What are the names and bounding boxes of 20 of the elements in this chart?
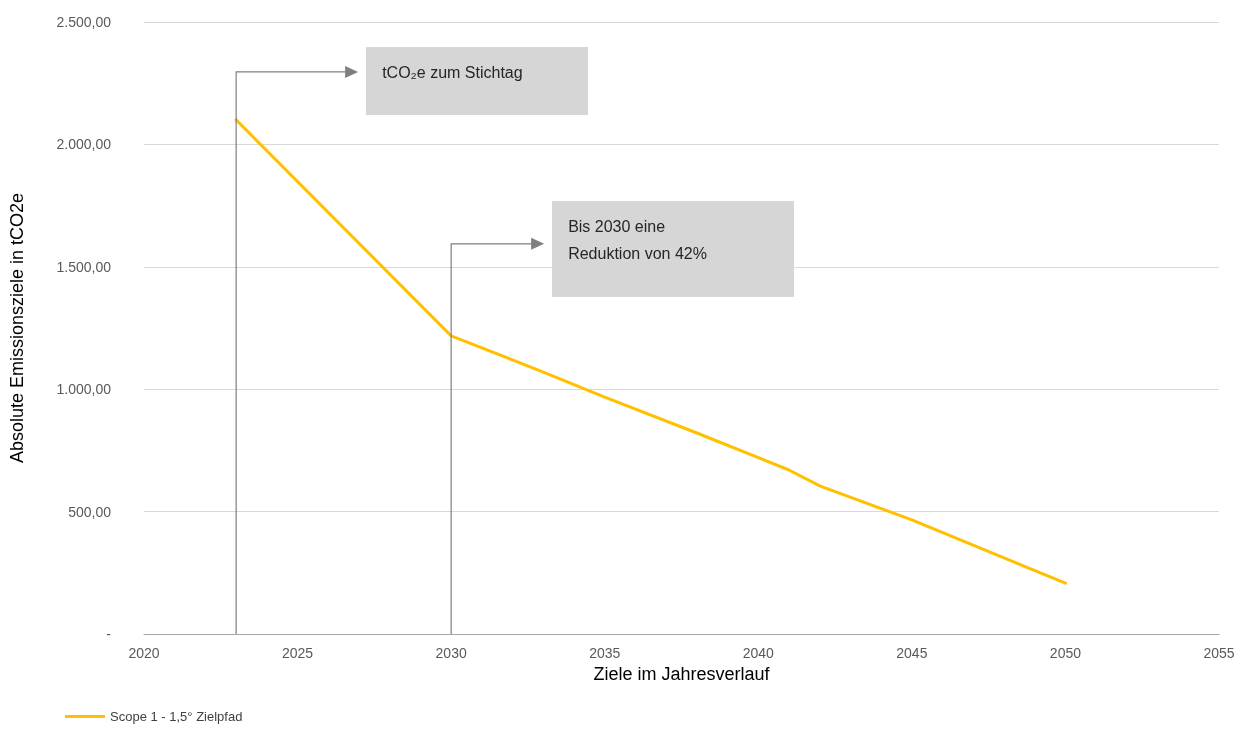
annotation: Bis 2030 eine Reduktion von 42% [568,216,707,264]
x-tick-label: 2045 [896,645,928,661]
line-series [234,118,1067,585]
annotation: tCO₂e zum Stichtag [382,62,523,83]
x-tick-label: 2025 [281,645,314,661]
legend-label: Scope 1 - 1,5° Zielpfad [110,709,243,724]
x-tick-label: 2055 [1203,645,1235,661]
y-axis-title: Absolute Emissionsziele in tCO2e [7,192,27,464]
y-tick-label: 500,00 [68,503,112,520]
x-axis-title: Ziele im Jahresverlauf [593,663,771,684]
x-tick-label: 2020 [128,645,160,661]
y-tick-label: 1.500,00 [56,258,112,275]
y-tick-label: 1.000,00 [56,381,112,398]
x-tick-label: 2030 [435,645,467,661]
y-tick-label: 2.500,00 [56,14,112,30]
x-tick-label: 2040 [742,645,775,661]
x-tick-label: 2050 [1049,645,1082,661]
y-tick-label: - [106,626,112,642]
x-tick-label: 2035 [589,645,621,661]
y-tick-label: 2.000,00 [56,136,112,153]
